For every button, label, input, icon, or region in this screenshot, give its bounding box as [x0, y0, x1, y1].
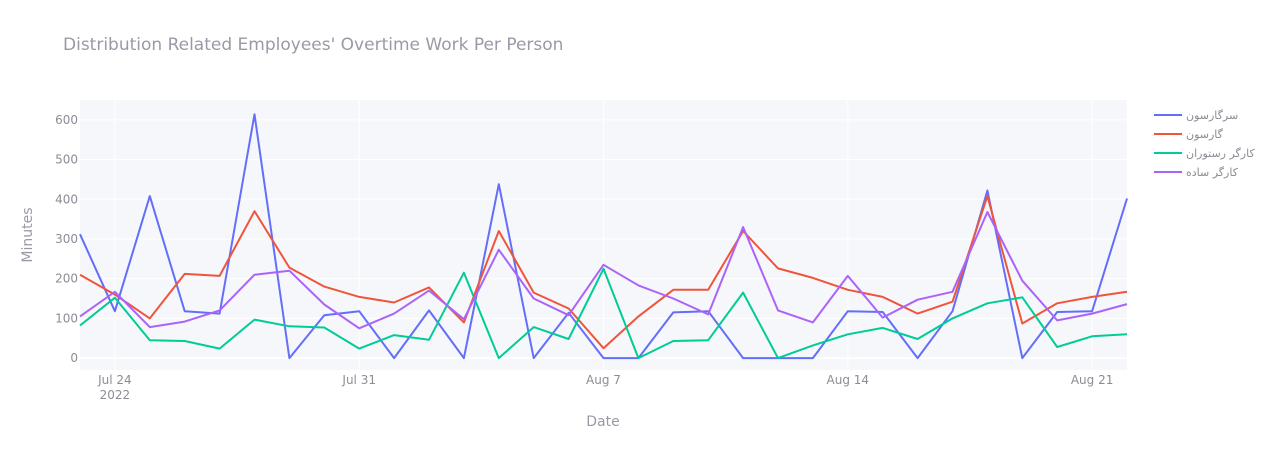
series-line [79, 113, 1128, 360]
legend-label: کارگر رستوران [1186, 147, 1255, 160]
y-tick-label: 600 [55, 113, 78, 127]
y-axis-ticks: 0 100 200 300 400 500 600 [55, 113, 78, 365]
y-tick-label: 0 [70, 351, 78, 365]
y-tick-label: 500 [55, 153, 78, 167]
x-tick-label: Jul 24 [97, 373, 132, 387]
series-line [79, 267, 1128, 360]
legend-label: کارگر ساده [1186, 166, 1239, 179]
x-tick-label: Aug 7 [586, 373, 621, 387]
x-tick-label: Jul 31 [341, 373, 376, 387]
x-axis-title: Date [586, 414, 619, 430]
y-tick-label: 400 [55, 192, 78, 206]
y-tick-label: 300 [55, 232, 78, 246]
series-line [79, 195, 1128, 350]
series-line [79, 211, 1128, 330]
y-tick-label: 200 [55, 272, 78, 286]
x-tick-label: Aug 14 [827, 373, 870, 387]
x-tick-sublabel: 2022 [100, 388, 131, 402]
series-lines [79, 113, 1128, 360]
x-tick-label: Aug 21 [1071, 373, 1114, 387]
gridlines [80, 100, 1127, 370]
chart-title: Distribution Related Employees' Overtime… [63, 35, 563, 55]
y-tick-label: 100 [55, 311, 78, 325]
legend-label: سرگارسون [1186, 109, 1238, 122]
legend: سرگارسون گارسون کارگر رستوران کارگر ساده [1154, 109, 1255, 179]
y-axis-title: Minutes [20, 207, 36, 262]
legend-label: گارسون [1186, 128, 1224, 141]
